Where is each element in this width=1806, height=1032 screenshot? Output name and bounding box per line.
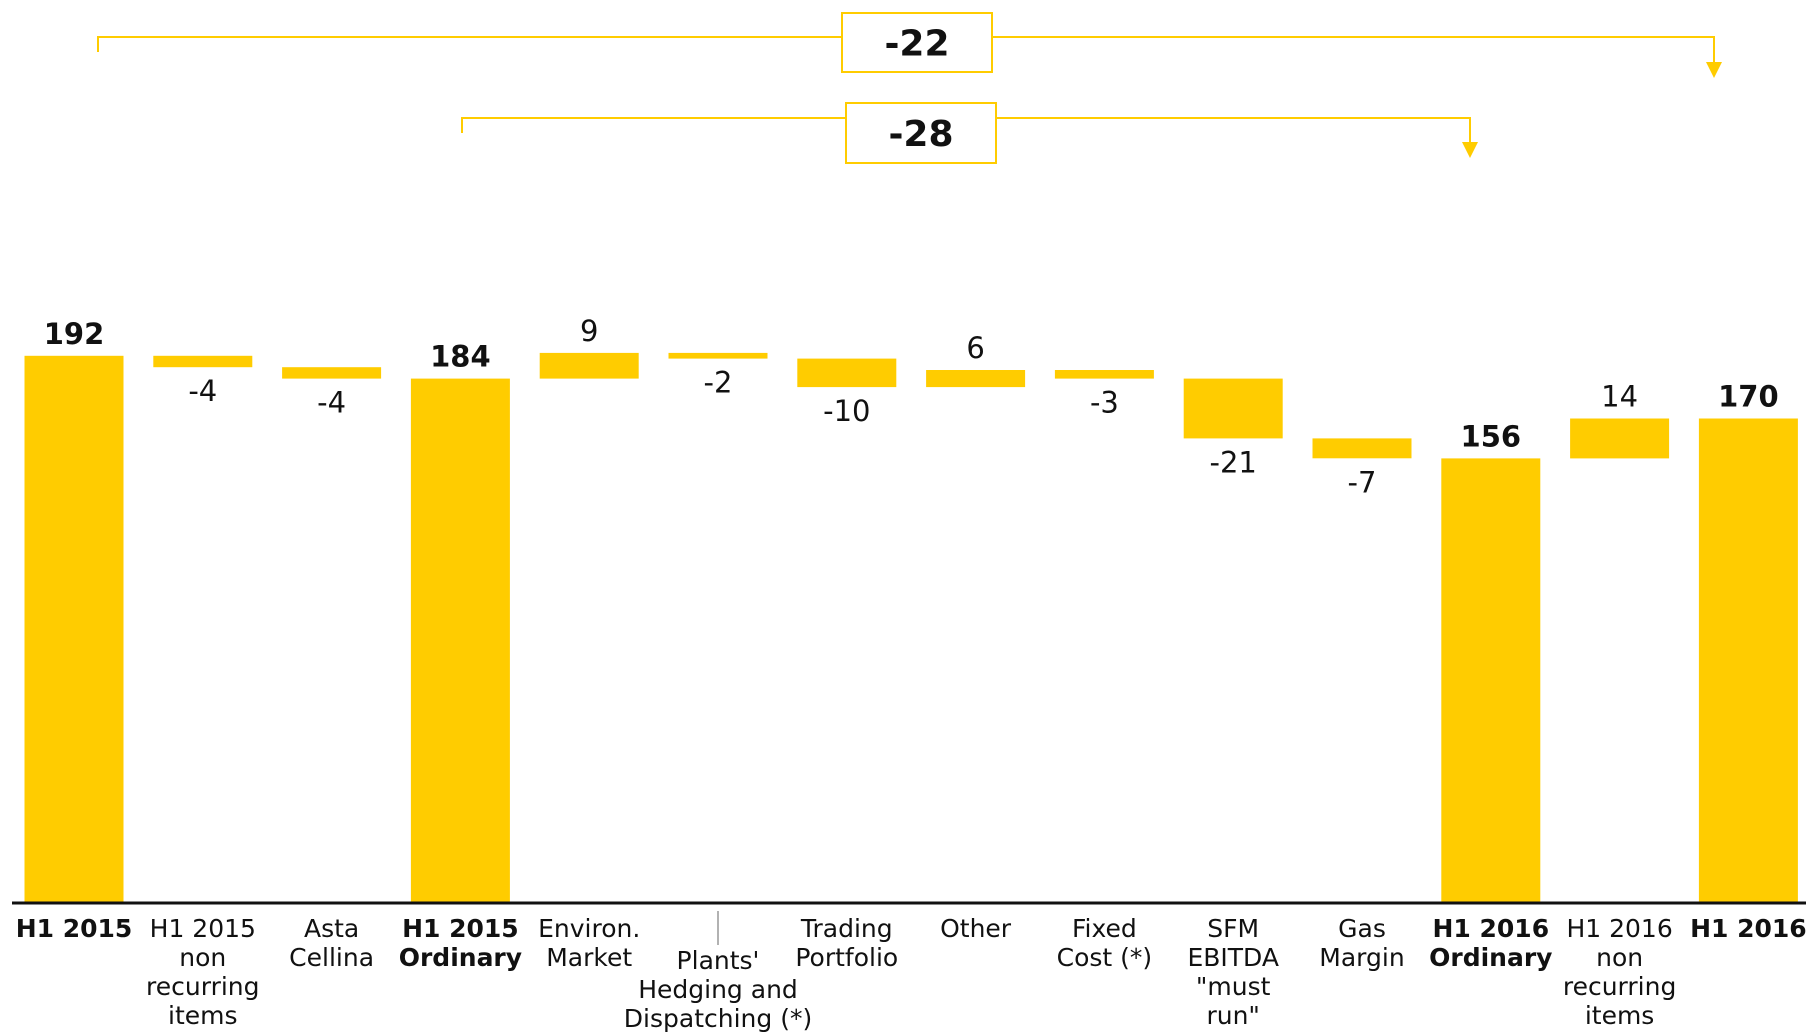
bar-1 <box>153 355 253 368</box>
value-label-11: 156 <box>1461 419 1522 453</box>
bracket-layer: -22 -28 <box>97 12 1722 164</box>
bracket-1-box <box>845 102 997 164</box>
category-label-4: Environ. Market <box>538 914 640 972</box>
bracket-0-label: -22 <box>884 24 949 65</box>
bar-2 <box>282 367 382 379</box>
bar-3 <box>410 378 510 904</box>
value-label-9: -21 <box>1210 445 1257 479</box>
value-label-8: -3 <box>1090 386 1119 420</box>
bar-5 <box>668 352 768 359</box>
value-label-0: 192 <box>44 317 105 351</box>
category-label-12: H1 2016 non recurring items <box>1563 914 1676 1030</box>
value-label-12: 14 <box>1601 380 1638 414</box>
value-label-7: 6 <box>966 331 984 365</box>
bracket-1-right-line <box>996 117 1471 144</box>
bar-11 <box>1441 458 1541 903</box>
bar-6 <box>797 358 897 388</box>
category-label-10: Gas Margin <box>1319 914 1404 972</box>
bracket-0-arrow-icon <box>1706 62 1722 78</box>
bar-4 <box>539 352 639 379</box>
bar-0 <box>24 355 124 903</box>
value-label-4: 9 <box>580 314 598 348</box>
bracket-0-left-line <box>97 36 842 52</box>
bar-9 <box>1183 378 1283 439</box>
category-label-8: Fixed Cost (*) <box>1057 914 1153 972</box>
category-label-6: Trading Portfolio <box>795 914 898 972</box>
bar-13 <box>1698 418 1798 903</box>
category-label-1: H1 2015 non recurring items <box>146 914 259 1030</box>
bar-12 <box>1570 418 1670 459</box>
bar-7 <box>926 370 1026 388</box>
bracket-1-left-line <box>461 117 846 133</box>
category-label-5: Plants' Hedging and Dispatching (*) <box>624 946 812 1032</box>
value-label-10: -7 <box>1348 465 1377 499</box>
category-label-9: SFM EBITDA "must run" <box>1187 914 1279 1030</box>
value-label-5: -2 <box>704 366 733 400</box>
category-label-layer: H1 2015 H1 2015 non recurring items Asta Celli… <box>16 911 1806 1032</box>
value-label-3: 184 <box>430 340 491 374</box>
category-label-0: H1 2015 <box>16 914 133 943</box>
bracket-0-box <box>841 12 993 73</box>
value-label-2: -4 <box>317 386 346 420</box>
category-label-3: H1 2015 Ordinary <box>399 914 522 972</box>
bracket-0-right-line <box>992 36 1715 64</box>
bracket-1-label: -28 <box>888 114 953 155</box>
value-label-layer: 192 -4 -4 184 9 -2 -10 6 -3 -21 -7 156 14 170 <box>44 314 1779 500</box>
value-label-13: 170 <box>1718 380 1779 414</box>
bar-10 <box>1312 438 1412 459</box>
category-label-11: H1 2016 Ordinary <box>1429 914 1552 972</box>
category-label-7: Other <box>940 914 1012 943</box>
bracket-1-arrow-icon <box>1462 142 1478 158</box>
value-label-1: -4 <box>188 374 217 408</box>
bar-8 <box>1054 370 1154 379</box>
bar-layer <box>24 352 1798 904</box>
category-label-2: Asta Cellina <box>289 914 374 972</box>
value-label-6: -10 <box>823 394 870 428</box>
category-label-13: H1 2016 <box>1690 914 1806 943</box>
